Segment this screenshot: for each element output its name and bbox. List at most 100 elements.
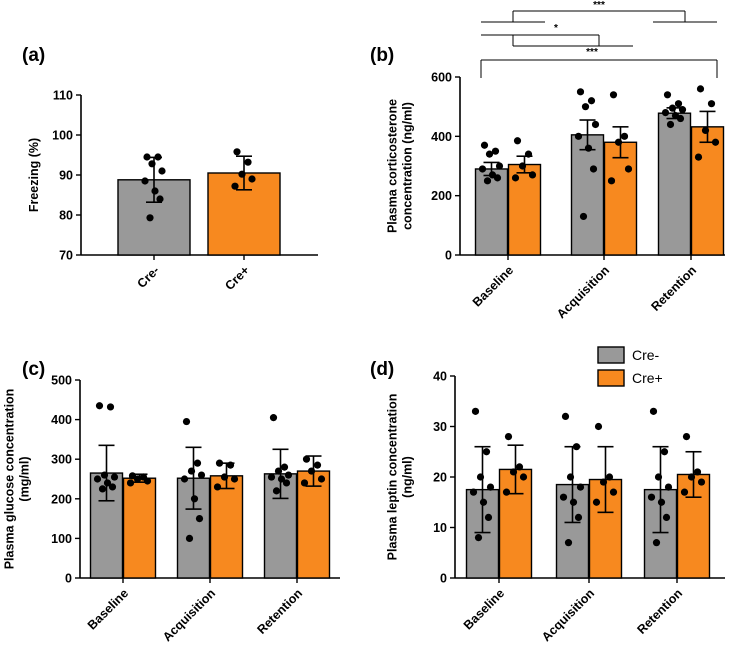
panel-c-cre+-data-point [126,479,135,487]
panel-c-ytick-label: 0 [65,572,72,586]
panel-c-cre+-data-point [230,475,239,483]
panel-b-cre+-data-point [614,138,623,146]
panel-a-ytick-label: 100 [52,129,73,143]
panel-c-cre--data-point [98,485,107,493]
panel-a-category-label: Cre+ [222,263,252,293]
panel-a-chart: 70 80 90 100 110 Freezing (%) Cre- Cre+ [27,89,318,293]
panel-c-cre+-data-point [215,459,224,467]
panel-c-cre--data-point [182,417,191,426]
panel-d-cre--data-point [559,493,568,501]
panel-b-ytick-label: 200 [431,189,452,203]
legend-swatch-cre-plus [597,369,625,387]
panel-b-cre--data-point [579,212,588,221]
panel-c-cre--data-point [185,534,194,543]
panel-a-cre+-data-point [231,182,239,190]
panel-c-cre+-data-point [307,467,316,475]
panel-c-cre+-data-point [220,473,229,481]
panel-d-cre--data-point [576,483,585,491]
panel-c-cre+-data-point [302,455,311,463]
panel-d-category-label: Baseline [461,586,507,632]
panel-a-cre--data-point [146,214,154,222]
panel-d-cre+-data-point [693,468,702,476]
panel-d-cre+-data-point [682,433,691,441]
panel-c-cre--data-point [103,479,112,487]
panel-d-cre--data-point [657,498,666,506]
panel-c-cre--data-point [193,459,202,467]
panel-c-cre+-bar [296,470,331,579]
panel-a-cre--data-point [141,177,149,185]
panel-label-b: (b) [370,45,394,66]
panel-d-cre--data-point [664,483,673,491]
panel-d-cre--data-point [566,473,575,481]
panel-a-cre--data-point [143,153,151,161]
panel-b-cre+-data-point [624,165,633,173]
panel-d-ytick-label: 20 [433,471,447,485]
panel-d-ytick-label: 40 [433,370,447,384]
panel-d-cre--data-point [654,473,663,481]
panel-a-ytick-label: 110 [53,89,73,103]
panel-b-cre+-bar [603,141,638,256]
panel-b-cre--data-point [576,88,585,96]
panel-b-category-label: Baseline [470,263,516,309]
panel-b-cre--data-point [591,120,600,129]
panel-a-ylabel: Freezing (%) [27,138,41,212]
panel-d-cre--data-point [484,513,493,522]
panel-c-ylabel: (mg/ml) [18,456,32,501]
panel-a-cre--data-point [156,195,164,203]
panel-c-cre--data-point [267,473,276,481]
panel-d-cre--data-point [482,448,491,456]
panel-d-cre+-data-point [687,473,696,481]
panel-label-c: (c) [22,359,45,380]
panel-b-cre--data-point [478,165,487,173]
panel-b-cre--data-point [663,91,672,99]
panel-d-cre--data-point [561,412,570,420]
panel-c-cre+-data-point [226,461,235,469]
panel-d-cre--data-point [652,539,661,547]
panel-d-cre--data-point [486,483,495,491]
panel-d-cre+-data-point [609,488,618,496]
panel-d-cre+-data-point [592,498,601,506]
panel-b-ytick-label: 0 [445,249,452,263]
panel-c-cre+-data-point [143,477,152,485]
panel-c-ytick-label: 100 [51,532,72,546]
panel-b-cre+-data-point [607,177,616,185]
panel-c-cre--data-point [187,467,196,475]
panel-a-cre--data-point [158,167,166,175]
panel-b-cre--data-point [674,100,683,108]
panel-a-cre+-data-point [233,148,241,156]
panel-d-cre--data-point [574,513,583,522]
panel-d-ylabel: Plasma leptin concentration [386,394,400,561]
legend-label-cre-minus: Cre- [632,347,660,363]
panel-d-category-label: Acquisition [539,586,597,644]
panel-b-cre--data-point [480,141,489,149]
panel-b-cre+-data-point [694,153,703,161]
panel-b-ytick-label: 600 [431,71,452,85]
panel-b-category-label: Retention [648,263,699,314]
panel-b-cre+-bar [690,126,725,256]
panel-a-cre+-data-point [248,175,256,183]
panel-d-ylabel: (ng/ml) [401,456,415,498]
panel-b-cre--data-point [574,132,583,140]
panel-a-cre--data-point [148,160,156,168]
panel-b-cre+-data-point [511,174,520,182]
panel-d-cre--data-point [572,443,581,451]
panel-c-cre--data-point [93,475,102,483]
panel-d-cre--data-point [569,498,578,506]
panel-d-cre--data-point [649,407,658,415]
panel-c-cre--data-point [269,414,278,422]
panel-b-cre--data-point [589,165,598,173]
panel-d-ytick-label: 10 [433,521,447,535]
panel-b-cre+-data-point [711,138,720,146]
panel-b-cre--data-point [661,109,670,117]
panel-b-ylabel: concentration (ng/ml) [401,102,415,230]
panel-c-cre+-data-point [133,475,142,483]
panel-b-cre+-data-point [701,126,710,134]
panel-a-ytick-label: 80 [59,209,73,223]
panel-d-cre--data-point [647,493,656,501]
panel-c-chart: 0 100 200 300 400 500 Plasma glucose concentra… [3,374,340,644]
panel-b-sig-label: *** [593,0,605,11]
panel-a-cre--data-point [154,153,162,161]
panel-b-cre--data-point [678,106,687,114]
panel-b-cre+-data-point [524,150,533,158]
panel-c-cre--data-point [106,403,115,411]
